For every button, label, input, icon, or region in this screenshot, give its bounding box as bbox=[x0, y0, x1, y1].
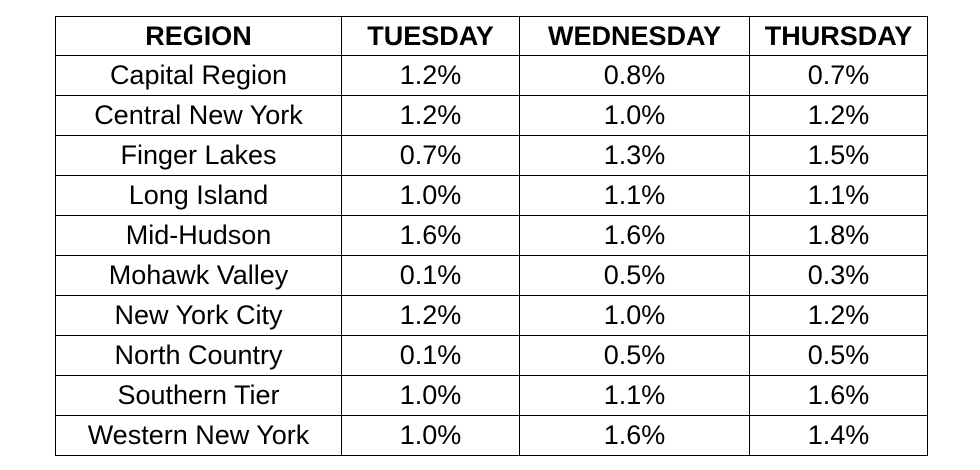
tuesday-cell: 1.6% bbox=[341, 215, 520, 256]
region-cell: Western New York bbox=[55, 415, 342, 456]
tuesday-cell: 0.1% bbox=[341, 255, 520, 296]
tuesday-cell: 0.1% bbox=[341, 335, 520, 376]
table-row: Western New York 1.0% 1.6% 1.4% bbox=[55, 415, 928, 456]
table-row: Central New York 1.2% 1.0% 1.2% bbox=[55, 95, 928, 136]
header-wednesday: WEDNESDAY bbox=[519, 16, 750, 56]
wednesday-cell: 1.6% bbox=[519, 215, 750, 256]
tuesday-cell: 1.2% bbox=[341, 55, 520, 96]
table-row: Southern Tier 1.0% 1.1% 1.6% bbox=[55, 375, 928, 416]
header-tuesday: TUESDAY bbox=[341, 16, 520, 56]
thursday-cell: 1.6% bbox=[749, 375, 928, 416]
table-row: Finger Lakes 0.7% 1.3% 1.5% bbox=[55, 135, 928, 176]
tuesday-cell: 1.0% bbox=[341, 415, 520, 456]
thursday-cell: 0.5% bbox=[749, 335, 928, 376]
region-cell: New York City bbox=[55, 295, 342, 336]
wednesday-cell: 1.6% bbox=[519, 415, 750, 456]
wednesday-cell: 0.5% bbox=[519, 255, 750, 296]
wednesday-cell: 0.5% bbox=[519, 335, 750, 376]
thursday-cell: 0.7% bbox=[749, 55, 928, 96]
table-body: Capital Region 1.2% 0.8% 0.7% Central New Yo… bbox=[55, 55, 928, 456]
region-cell: Capital Region bbox=[55, 55, 342, 96]
wednesday-cell: 1.0% bbox=[519, 95, 750, 136]
tuesday-cell: 1.2% bbox=[341, 295, 520, 336]
region-cell: Long Island bbox=[55, 175, 342, 216]
header-region: REGION bbox=[55, 16, 342, 56]
tuesday-cell: 1.2% bbox=[341, 95, 520, 136]
thursday-cell: 1.8% bbox=[749, 215, 928, 256]
table-row: Capital Region 1.2% 0.8% 0.7% bbox=[55, 55, 928, 96]
region-data-table: REGION TUESDAY WEDNESDAY THURSDAY Capita… bbox=[55, 16, 928, 456]
wednesday-cell: 1.1% bbox=[519, 175, 750, 216]
table-row: New York City 1.2% 1.0% 1.2% bbox=[55, 295, 928, 336]
wednesday-cell: 1.0% bbox=[519, 295, 750, 336]
region-cell: Finger Lakes bbox=[55, 135, 342, 176]
region-cell: Central New York bbox=[55, 95, 342, 136]
wednesday-cell: 1.3% bbox=[519, 135, 750, 176]
tuesday-cell: 1.0% bbox=[341, 175, 520, 216]
thursday-cell: 1.5% bbox=[749, 135, 928, 176]
table-row: Long Island 1.0% 1.1% 1.1% bbox=[55, 175, 928, 216]
thursday-cell: 1.1% bbox=[749, 175, 928, 216]
region-cell: North Country bbox=[55, 335, 342, 376]
header-thursday: THURSDAY bbox=[749, 16, 928, 56]
tuesday-cell: 1.0% bbox=[341, 375, 520, 416]
wednesday-cell: 0.8% bbox=[519, 55, 750, 96]
region-cell: Southern Tier bbox=[55, 375, 342, 416]
table-header-row: REGION TUESDAY WEDNESDAY THURSDAY bbox=[55, 16, 928, 56]
region-cell: Mohawk Valley bbox=[55, 255, 342, 296]
wednesday-cell: 1.1% bbox=[519, 375, 750, 416]
thursday-cell: 1.4% bbox=[749, 415, 928, 456]
thursday-cell: 1.2% bbox=[749, 295, 928, 336]
table-row: Mohawk Valley 0.1% 0.5% 0.3% bbox=[55, 255, 928, 296]
thursday-cell: 1.2% bbox=[749, 95, 928, 136]
table-row: North Country 0.1% 0.5% 0.5% bbox=[55, 335, 928, 376]
table-row: Mid-Hudson 1.6% 1.6% 1.8% bbox=[55, 215, 928, 256]
region-cell: Mid-Hudson bbox=[55, 215, 342, 256]
thursday-cell: 0.3% bbox=[749, 255, 928, 296]
tuesday-cell: 0.7% bbox=[341, 135, 520, 176]
